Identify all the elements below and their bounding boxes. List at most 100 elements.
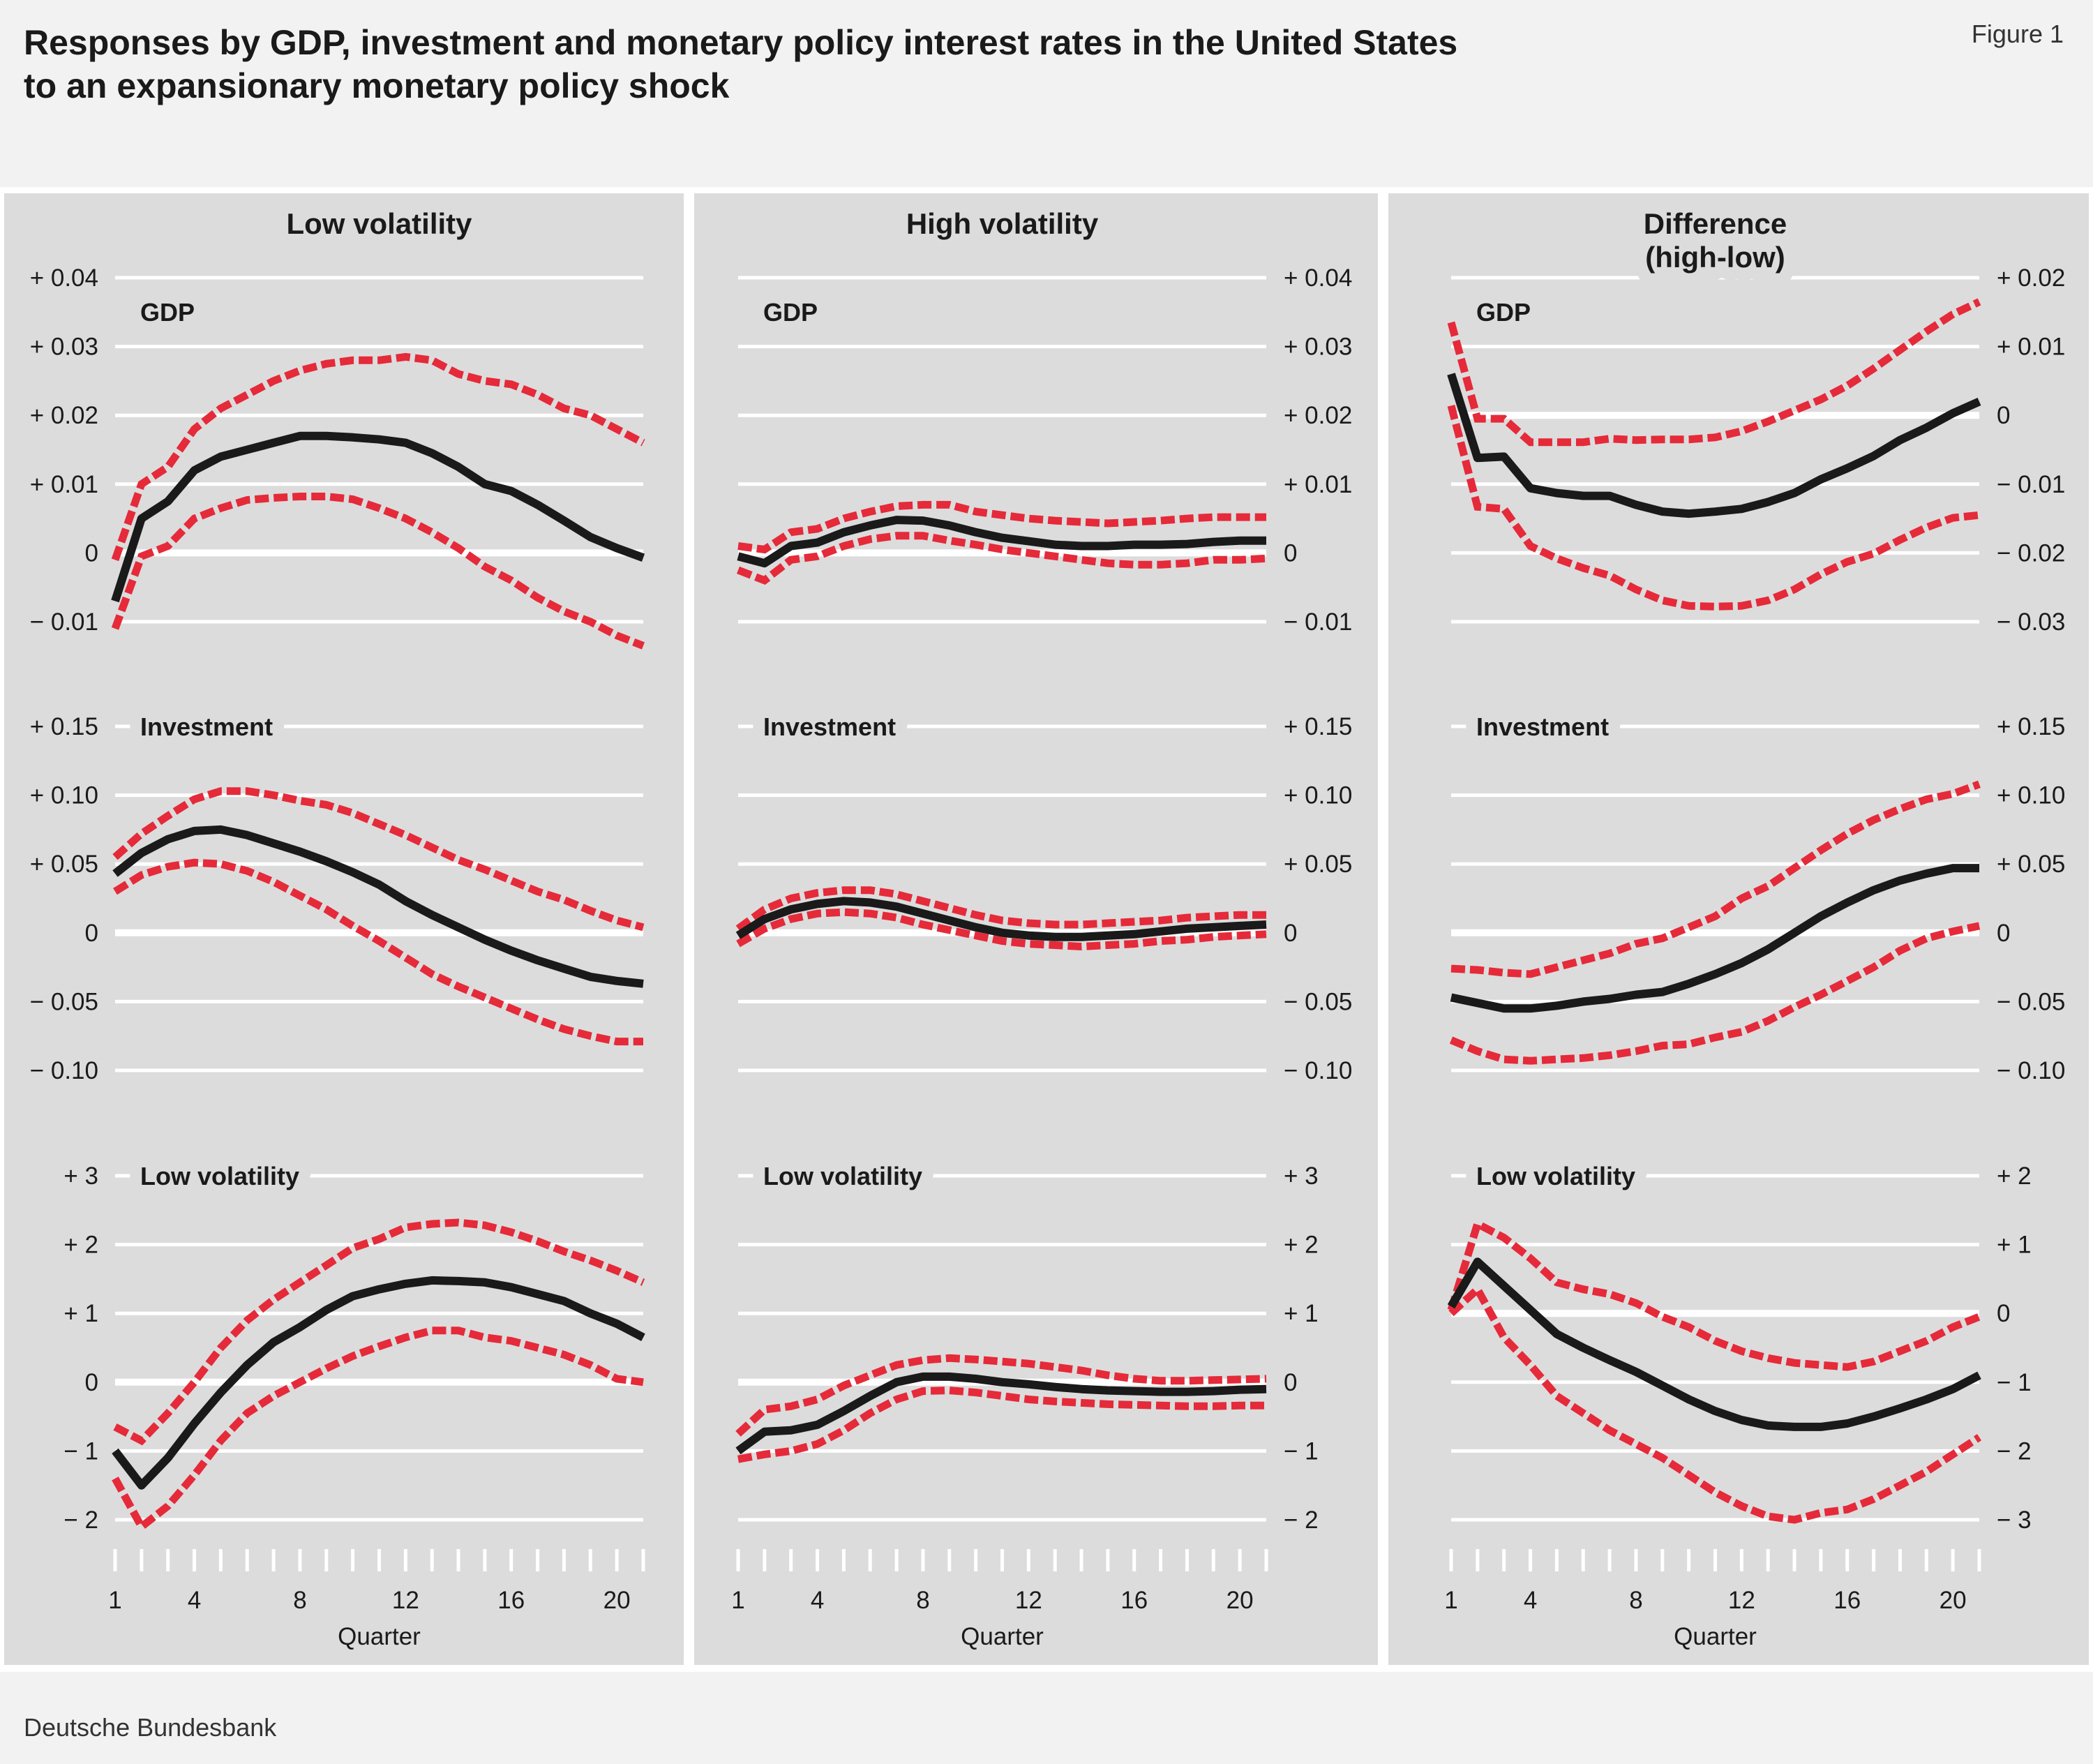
y-tick-label: + 0.05 (30, 851, 98, 878)
y-tick-label: + 0.02 (30, 402, 98, 429)
response-line (111, 431, 645, 603)
figure-number: Figure 1 (1971, 20, 2064, 48)
subplot-r1-c3: + 0.02 + 0.01 0 − 0.01 − 0.02 − 0.03 GDP (1447, 264, 2065, 636)
y-tick-label: − 2 (1284, 1507, 1319, 1534)
y-tick-label: 0 (85, 539, 98, 567)
subplot-label: Investment (763, 712, 896, 741)
lower-band-line (736, 532, 1267, 585)
y-tick-label: 0 (1284, 920, 1297, 947)
y-tick-label: + 0.05 (1997, 851, 2065, 878)
response-line (737, 516, 1266, 568)
y-tick-label: − 1 (1997, 1369, 2032, 1396)
upper-band-line (735, 1354, 1267, 1437)
y-tick-label: − 0.01 (1997, 471, 2065, 498)
y-tick-label: − 2 (63, 1507, 98, 1534)
x-tick-label: 8 (916, 1587, 929, 1614)
x-tick-label: 12 (392, 1587, 419, 1614)
upper-band-line (1450, 780, 1981, 978)
response-line (735, 1372, 1267, 1455)
y-tick-label: + 0.15 (1997, 713, 2065, 740)
y-tick-label: − 0.03 (1997, 608, 2065, 636)
y-tick-label: + 2 (1284, 1232, 1319, 1259)
column-header: Low volatility (286, 207, 472, 240)
y-tick-label: + 1 (1997, 1232, 2032, 1259)
subplot-label: GDP (140, 298, 195, 327)
y-tick-label: − 1 (1284, 1437, 1319, 1465)
x-tick-label: 12 (1728, 1587, 1755, 1614)
y-tick-label: 0 (1997, 920, 2010, 947)
x-tick-label: 4 (811, 1587, 824, 1614)
panel-2 (694, 193, 1378, 1665)
y-tick-label: + 0.02 (1997, 264, 2065, 292)
response-line (735, 897, 1267, 941)
response-line (1450, 864, 1979, 1013)
upper-band-line (113, 1218, 645, 1446)
subplot-label: Low volatility (1476, 1162, 1635, 1190)
y-tick-label: + 0.15 (1284, 713, 1352, 740)
x-tick-label: 4 (188, 1587, 201, 1614)
y-tick-label: + 2 (63, 1232, 98, 1259)
x-tick-label: 1 (731, 1587, 744, 1614)
column-header: High volatility (906, 207, 1099, 240)
y-tick-label: + 0.02 (1284, 402, 1352, 429)
y-tick-label: + 1 (63, 1300, 98, 1327)
y-tick-label: + 0.10 (1997, 782, 2065, 809)
upper-band-line (1447, 298, 1981, 447)
x-tick-label: 1 (108, 1587, 121, 1614)
y-tick-label: + 0.03 (1284, 334, 1352, 361)
y-tick-label: + 0.01 (30, 471, 98, 498)
subplot-label: Investment (140, 712, 273, 741)
y-tick-label: + 0.04 (30, 264, 98, 292)
response-line (1447, 373, 1981, 518)
y-tick-label: + 0.01 (1997, 334, 2065, 361)
y-tick-label: − 0.02 (1997, 539, 2065, 567)
y-tick-label: − 2 (1997, 1437, 2032, 1465)
y-tick-label: + 0.15 (30, 713, 98, 740)
y-tick-label: + 3 (63, 1163, 98, 1190)
y-tick-label: 0 (1997, 402, 2010, 429)
subplot-label: GDP (763, 298, 818, 327)
x-tick-label: 16 (1833, 1587, 1861, 1614)
lower-band-line (737, 1386, 1266, 1463)
y-tick-label: + 0.04 (1284, 264, 1352, 292)
y-tick-label: − 0.10 (30, 1057, 98, 1084)
y-tick-label: + 2 (1997, 1163, 2032, 1190)
upper-band-line (112, 787, 645, 932)
response-line (112, 1276, 645, 1490)
y-tick-label: + 0.05 (1284, 851, 1352, 878)
y-tick-label: − 1 (63, 1437, 98, 1465)
subplot-label: Low volatility (763, 1162, 922, 1190)
x-tick-label: 20 (1226, 1587, 1254, 1614)
y-tick-label: − 0.01 (1284, 608, 1352, 636)
x-tick-label: 16 (497, 1587, 525, 1614)
x-tick-label: 20 (1940, 1587, 1967, 1614)
x-tick-label: 12 (1015, 1587, 1042, 1614)
figure-title: Responses by GDP, investment and monetar… (24, 21, 1457, 107)
subplot-r1-c2: + 0.04 + 0.03 + 0.02 + 0.01 0 − 0.01 GDP (736, 264, 1352, 636)
y-tick-label: + 3 (1284, 1163, 1319, 1190)
upper-band-line (1447, 1218, 1981, 1371)
x-tick-label: 4 (1524, 1587, 1537, 1614)
lower-band-line (1448, 1283, 1982, 1524)
subplot-label: GDP (1476, 298, 1531, 327)
upper-band-line (111, 352, 645, 562)
y-tick-label: 0 (1284, 539, 1297, 567)
y-tick-label: + 1 (1284, 1300, 1319, 1327)
response-line (112, 825, 644, 988)
column-header: Difference (1644, 207, 1787, 240)
y-tick-label: + 0.03 (30, 334, 98, 361)
y-tick-label: − 0.10 (1284, 1057, 1352, 1084)
x-axis-label: Quarter (961, 1623, 1044, 1650)
upper-band-line (737, 500, 1266, 554)
y-tick-label: − 3 (1997, 1507, 2032, 1534)
x-tick-label: 20 (603, 1587, 631, 1614)
lower-band-line (736, 908, 1267, 951)
x-tick-label: 1 (1444, 1587, 1457, 1614)
y-tick-label: − 0.01 (30, 608, 98, 636)
lower-band-line (112, 1326, 644, 1533)
y-tick-label: 0 (1284, 1369, 1297, 1396)
y-tick-label: − 0.05 (1284, 988, 1352, 1015)
lower-band-line (113, 858, 643, 1046)
y-tick-label: − 0.05 (30, 988, 98, 1015)
